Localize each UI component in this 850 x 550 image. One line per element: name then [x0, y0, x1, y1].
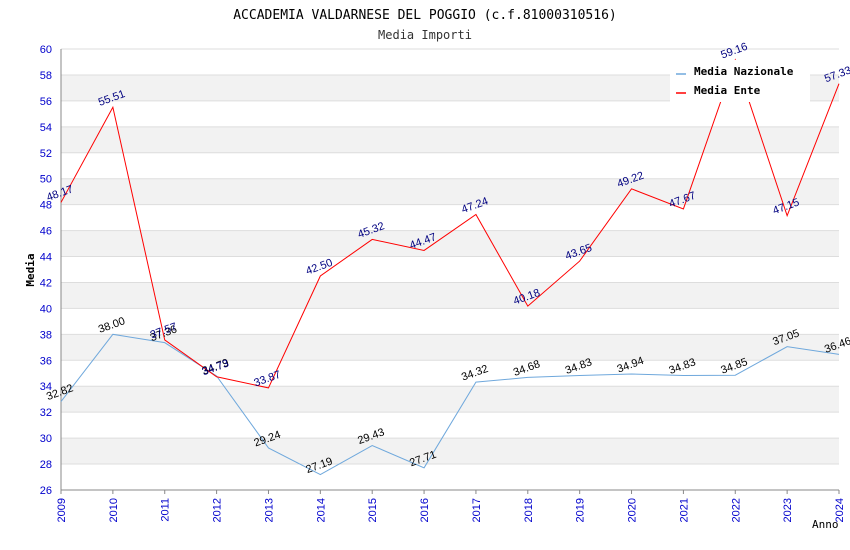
x-tick-label: 2015 [367, 498, 379, 522]
y-tick-label: 32 [40, 407, 52, 419]
y-tick-label: 42 [40, 277, 52, 289]
y-tick-label: 40 [40, 303, 52, 315]
grid-band [61, 126, 839, 153]
data-label: 59.16 [719, 41, 749, 62]
x-tick-label: 2011 [160, 498, 172, 522]
y-axis-label: Media [24, 253, 37, 286]
y-tick-label: 50 [40, 174, 52, 186]
gridlines [61, 48, 839, 491]
x-tick-label: 2021 [678, 498, 690, 522]
grid-band [61, 334, 839, 361]
legend-label-media-nazionale: Media Nazionale [694, 65, 794, 78]
y-tick-label: 28 [40, 459, 52, 471]
chart-subtitle: Media Importi [378, 28, 472, 42]
x-tick-label: 2016 [419, 498, 431, 522]
data-label: 34.68 [512, 358, 542, 379]
grid-band [61, 230, 839, 257]
y-tick-label: 36 [40, 355, 52, 367]
y-tick-label: 48 [40, 200, 52, 212]
grid-band [61, 282, 839, 309]
x-tick-label: 2018 [523, 498, 535, 522]
x-tick-label: 2022 [730, 498, 742, 522]
x-tick-label: 2009 [56, 498, 68, 522]
axes [60, 49, 839, 491]
y-tick-label: 46 [40, 226, 52, 238]
legend-background [670, 60, 810, 102]
y-tick-label: 38 [40, 329, 52, 341]
data-label: 38.00 [97, 315, 127, 336]
y-tick-label: 44 [40, 252, 52, 264]
series-lines [60, 58, 840, 476]
y-tick-label: 52 [40, 148, 52, 160]
x-tick-label: 2020 [627, 498, 639, 522]
x-tick-label: 2013 [263, 498, 275, 522]
data-label: 42.50 [304, 257, 334, 278]
grid-band [61, 178, 839, 205]
y-tick-label: 26 [40, 485, 52, 497]
y-tick-label: 56 [40, 96, 52, 108]
y-tick-label: 60 [40, 44, 52, 56]
y-tick-label: 54 [40, 122, 52, 134]
chart-title: ACCADEMIA VALDARNESE DEL POGGIO (c.f.810… [233, 8, 617, 23]
y-tick-label: 30 [40, 433, 52, 445]
data-label: 34.32 [460, 363, 490, 384]
plot-background [61, 74, 839, 465]
y-tick-label: 58 [40, 70, 52, 82]
x-axis-label: Anno [812, 518, 839, 531]
y-tick-label: 34 [40, 381, 52, 393]
x-tick-label: 2012 [212, 498, 224, 522]
series-line-media-nazionale [60, 333, 840, 476]
x-tick-label: 2024 [834, 498, 846, 522]
x-tick-label: 2023 [782, 498, 794, 522]
series-line-media-ente [60, 58, 840, 389]
x-tick-label: 2019 [575, 498, 587, 522]
x-tick-label: 2010 [108, 498, 120, 522]
legend: Media Nazionale Media Ente [670, 60, 810, 102]
y-axis-ticks: 26 28 30 32 34 36 38 40 42 44 46 48 50 52 54 56 58 60 [40, 44, 52, 497]
x-tick-label: 2017 [471, 498, 483, 522]
legend-label-media-ente: Media Ente [694, 84, 761, 97]
x-axis-ticks: 2009 2010 2011 2012 2013 2014 2015 2016 2017 2018… [56, 490, 846, 522]
grid-band [61, 386, 839, 413]
grid-band [61, 438, 839, 465]
x-tick-label: 2014 [315, 498, 327, 522]
